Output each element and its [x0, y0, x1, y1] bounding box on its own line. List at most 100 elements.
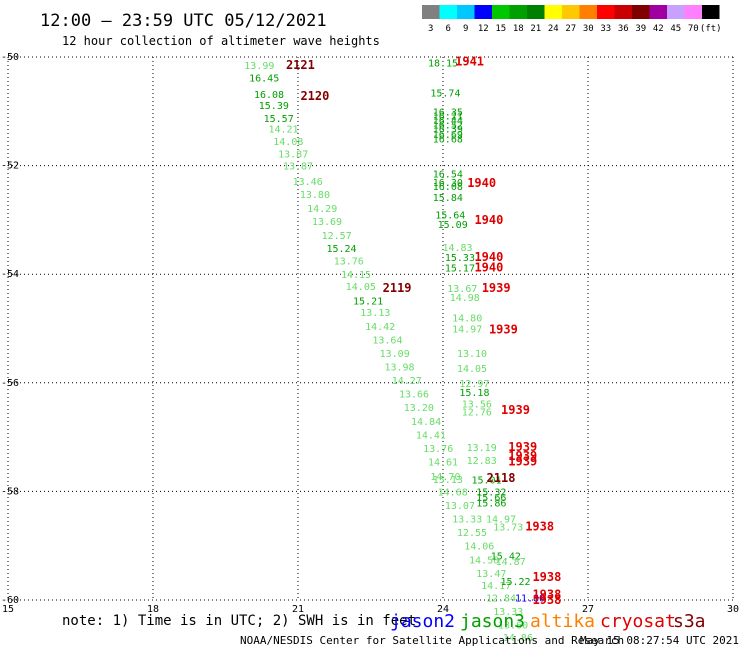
wave-height-label: 14.15	[341, 270, 371, 281]
pass-time-label: 1940	[467, 176, 496, 190]
wave-height-label: 13.99	[244, 61, 274, 72]
wave-height-label: 13.64	[372, 335, 402, 346]
y-tick-label: -50	[1, 52, 19, 63]
pass-time-label: 1939	[489, 323, 518, 337]
wave-height-label: 15.17	[445, 264, 475, 275]
legend-swatch	[527, 5, 545, 19]
wave-height-label: 11.80	[515, 593, 545, 604]
wave-height-label: 14.21	[268, 125, 298, 136]
legend-value: 36	[618, 24, 629, 34]
wave-height-label: 15.21	[353, 296, 383, 307]
legend-swatch	[492, 5, 510, 19]
legend-value: 27	[565, 24, 576, 34]
chart-subtitle: 12 hour collection of altimeter wave hei…	[62, 34, 380, 48]
satellite-name-cryosat: cryosat	[600, 611, 676, 632]
wave-height-label: 16.69	[433, 130, 463, 141]
pass-time-label: 1939	[501, 403, 530, 417]
pass-time-label: 2121	[286, 58, 315, 72]
x-tick-label: 30	[727, 604, 739, 615]
legend-value: 21	[530, 24, 541, 34]
pass-time-label: 1939	[482, 281, 511, 295]
wave-height-label: 14.87	[496, 557, 526, 568]
wave-height-label: 14.05	[457, 364, 487, 375]
wave-height-label: 13.87	[283, 162, 313, 173]
footer-note: note: 1) Time is in UTC; 2) SWH is in fe…	[62, 613, 416, 629]
wave-height-label: 14.06	[464, 542, 494, 553]
wave-height-label: 15.18	[459, 388, 489, 399]
y-tick-label: -52	[1, 161, 19, 172]
wave-height-label: 16.68	[433, 134, 463, 145]
wave-height-label: 15.22	[500, 577, 530, 588]
pass-time-label: 1939	[508, 449, 537, 463]
wave-height-label: 13.69	[312, 217, 342, 228]
wave-height-label: 13.80	[300, 190, 330, 201]
wave-height-label: 13.07	[445, 501, 475, 512]
legend-swatch	[597, 5, 615, 19]
wave-height-label: 15.39	[259, 101, 289, 112]
legend-swatch	[614, 5, 632, 19]
wave-height-label: 16.08	[433, 182, 463, 193]
legend-swatch	[544, 5, 562, 19]
pass-time-label: 1938	[525, 520, 554, 534]
wave-height-label: 14.98	[450, 293, 480, 304]
wave-height-label: 15.09	[438, 220, 468, 231]
wave-height-label: 16.35	[433, 107, 463, 118]
wave-height-label: 15.42	[491, 551, 521, 562]
satellite-name-jason3: jason3	[460, 611, 525, 632]
wave-height-label: 15.86	[476, 498, 506, 509]
satellite-name-s3a: s3a	[673, 611, 706, 632]
x-tick-label: 27	[582, 604, 594, 615]
y-tick-label: -60	[1, 595, 19, 606]
wave-height-label: 14.08	[273, 137, 303, 148]
wave-height-label: 13.76	[334, 257, 364, 268]
wave-height-label: 16.39	[433, 125, 463, 136]
wave-height-label: 13.13	[360, 308, 390, 319]
wave-height-label: 15.64	[435, 210, 465, 221]
legend-swatch	[667, 5, 685, 19]
wave-height-label: 15.57	[264, 114, 294, 125]
wave-height-label: 15.13	[433, 475, 463, 486]
legend-swatch	[474, 5, 492, 19]
legend-value: 24	[548, 24, 559, 34]
wave-height-label: 15.33	[445, 253, 475, 264]
wave-height-label: 12.83	[467, 456, 497, 467]
x-tick-label: 24	[437, 604, 449, 615]
wave-height-label: 15.66	[476, 493, 506, 504]
legend-value: 3	[428, 24, 433, 34]
wave-height-label: 18.15	[428, 58, 458, 69]
x-tick-label: 15	[2, 604, 14, 615]
wave-height-label: 13.10	[457, 349, 487, 360]
legend-swatch	[684, 5, 702, 19]
wave-height-label: 16.21	[433, 112, 463, 123]
legend-value: 18	[513, 24, 524, 34]
wave-height-label: 14.83	[442, 243, 472, 254]
wave-height-label: 13.60	[498, 620, 528, 631]
legend-value: 30	[583, 24, 594, 34]
legend-swatch	[422, 5, 440, 19]
wave-height-label: 15.24	[326, 244, 356, 255]
wave-height-label: 13.66	[399, 390, 429, 401]
wave-height-label: 16.44	[433, 116, 463, 127]
wave-height-label: 14.50	[469, 555, 499, 566]
wave-height-label: 16.45	[249, 74, 279, 85]
wave-height-label: 14.61	[428, 458, 458, 469]
satellite-name-jason2: jason2	[390, 611, 455, 632]
pass-time-label: 1941	[455, 54, 484, 68]
wave-height-label: 15.74	[430, 88, 460, 99]
chart-title: 12:00 – 23:59 UTC 05/12/2021	[40, 11, 327, 31]
wave-height-label: 14.86	[503, 633, 533, 644]
legend-swatch	[649, 5, 667, 19]
y-tick-label: -58	[1, 486, 19, 497]
wave-height-label: 16.52	[433, 120, 463, 131]
legend-value: 12	[478, 24, 489, 34]
satellite-name-altika: altika	[530, 611, 595, 632]
legend-value: 39	[635, 24, 646, 34]
wave-height-label: 16.30	[433, 178, 463, 189]
wave-height-label: 13.56	[462, 399, 492, 410]
legend-value: 15	[495, 24, 506, 34]
wave-height-label: 14.41	[416, 430, 446, 441]
wave-height-label: 15.84	[433, 193, 463, 204]
wave-height-label: 12.57	[322, 231, 352, 242]
